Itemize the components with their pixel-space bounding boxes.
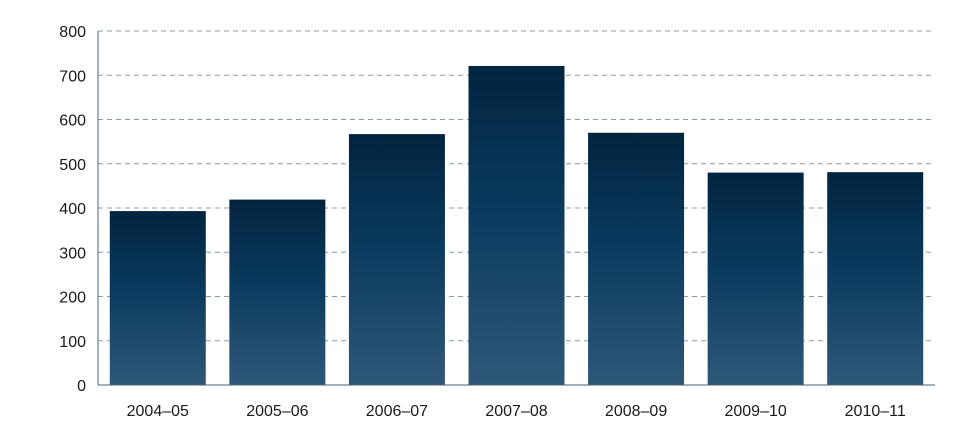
- y-tick-label: 700: [59, 68, 86, 85]
- y-tick-label: 200: [59, 290, 86, 307]
- y-tick-label: 300: [59, 245, 86, 262]
- x-tick-label: 2008–09: [605, 403, 667, 420]
- bar-2004–05: [109, 211, 206, 385]
- x-tick-labels: 2004–05 2005–06 2006–07 2007–08 2008–09 2009–…: [127, 403, 906, 420]
- x-tick-label: 2010–11: [845, 403, 906, 420]
- y-tick-label: 400: [59, 201, 86, 218]
- x-tick-label: 2005–06: [246, 403, 308, 420]
- bar-2005–06: [229, 199, 326, 385]
- y-tick-labels: 0 100 200 300 400 500 600 700 800: [59, 24, 86, 395]
- y-tick-label: 500: [59, 157, 86, 174]
- bar-2008–09: [588, 132, 685, 385]
- bar-2009–10: [707, 172, 804, 385]
- bar-2010–11: [827, 172, 924, 385]
- y-tick-label: 100: [59, 334, 86, 351]
- x-tick-label: 2009–10: [724, 403, 786, 420]
- y-tick-label: 600: [59, 113, 86, 130]
- bar-2007–08: [468, 65, 565, 386]
- y-tick-label: 0: [77, 378, 86, 395]
- x-tick-label: 2006–07: [366, 403, 428, 420]
- axes: [97, 31, 935, 386]
- y-tick-label: 800: [59, 24, 86, 41]
- x-tick-label: 2007–08: [485, 403, 547, 420]
- x-tick-label: 2004–05: [127, 403, 189, 420]
- bar-2006–07: [348, 134, 445, 385]
- bars: [109, 65, 924, 386]
